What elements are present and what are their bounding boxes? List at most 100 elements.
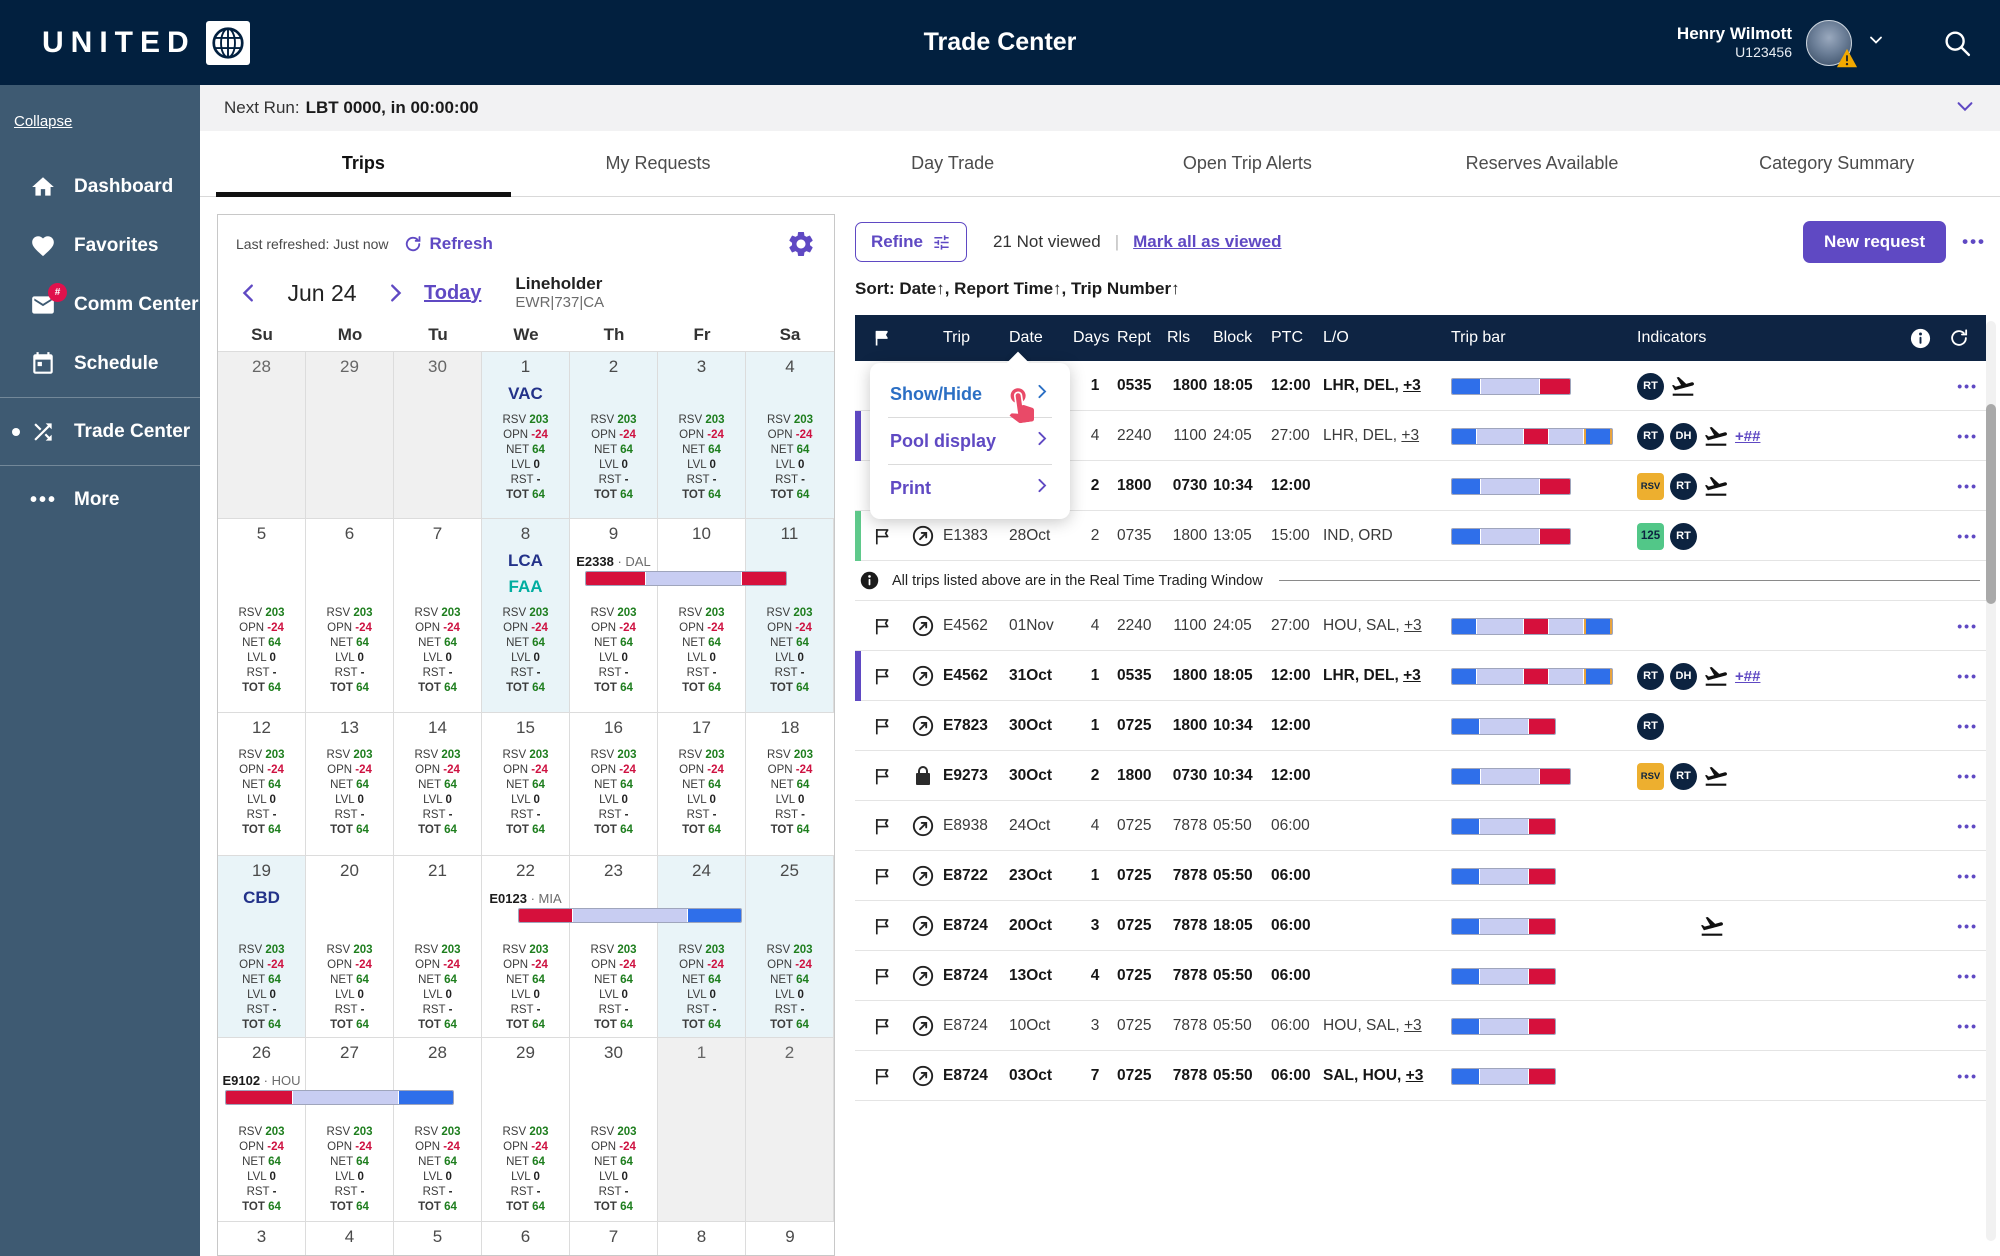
calendar-day-cell[interactable]: 12 RSV 203 OPN -24 NET 64 LVL 0 RST - TOT 64	[218, 713, 306, 855]
sidebar-item-more[interactable]: ••• More	[0, 470, 200, 529]
calendar-day-cell[interactable]: 21 RSV 203 OPN -24 NET 64 LVL 0 RST - TOT 64	[394, 856, 482, 1037]
list-menu-button[interactable]: •••	[1962, 232, 1986, 251]
trip-row-e7823-30oct[interactable]: E7823 30Oct 1 0725 1800 10:34 12:00 RT •••	[855, 701, 1986, 751]
calendar-day-cell[interactable]: 7 RSV 203 OPN -24 NET 64 LVL 0 RST - TOT 64	[394, 519, 482, 712]
sidebar-item-favorites[interactable]: Favorites	[0, 216, 200, 275]
flag-icon[interactable]	[861, 1016, 903, 1037]
flag-icon[interactable]	[861, 816, 903, 837]
sidebar-item-schedule[interactable]: Schedule	[0, 334, 200, 393]
row-menu-button[interactable]: •••	[1957, 968, 1978, 984]
search-icon[interactable]	[1942, 28, 1972, 58]
calendar-day-cell[interactable]: 2 RSV 203 OPN -24 NET 64 LVL 0 RST - TOT 64	[570, 352, 658, 518]
profile-chevron-down-icon[interactable]	[1866, 30, 1886, 55]
calendar-day-cell[interactable]: 18 RSV 203 OPN -24 NET 64 LVL 0 RST - TOT 64	[746, 713, 834, 855]
calendar-day-cell[interactable]: 1	[658, 1038, 746, 1221]
menu-item-pool-display[interactable]: Pool display	[870, 418, 1070, 464]
trip-row-e8724-13oct[interactable]: E8724 13Oct 4 0725 7878 05:50 06:00 •••	[855, 951, 1986, 1001]
layover-more-link[interactable]: +3	[1401, 427, 1420, 444]
info-icon[interactable]	[1833, 327, 1932, 350]
trip-row-e8724-10oct[interactable]: E8724 10Oct 3 0725 7878 05:50 06:00 HOU, SAL, +…	[855, 1001, 1986, 1051]
today-button[interactable]: Today	[424, 281, 482, 304]
calendar-day-cell[interactable]: 3	[218, 1222, 306, 1255]
layover-more-link[interactable]: +3	[1403, 617, 1422, 634]
avatar[interactable]	[1806, 19, 1858, 67]
additional-indicators-link[interactable]: +##	[1735, 427, 1761, 445]
flag-icon[interactable]	[861, 916, 903, 937]
sidebar-item-comm-center[interactable]: # Comm Center	[0, 275, 200, 334]
calendar-day-cell[interactable]: 16 RSV 203 OPN -24 NET 64 LVL 0 RST - TOT 64	[570, 713, 658, 855]
row-menu-button[interactable]: •••	[1957, 718, 1978, 734]
new-request-button[interactable]: New request	[1803, 221, 1947, 263]
trip-row-e4562-01nov[interactable]: E4562 01Nov 4 2240 1100 24:05 27:00 HOU, SAL, +…	[855, 601, 1986, 651]
calendar-day-cell[interactable]: 29 RSV 203 OPN -24 NET 64 LVL 0 RST - TOT 64	[482, 1038, 570, 1221]
next-month-chevron-icon[interactable]	[384, 282, 406, 304]
calendar-day-cell[interactable]: 9	[746, 1222, 834, 1255]
calendar-day-cell[interactable]: 28	[218, 352, 306, 518]
calendar-day-cell[interactable]: 29	[306, 352, 394, 518]
layover-more-link[interactable]: +3	[1405, 1067, 1424, 1084]
trip-row-e8938-24oct[interactable]: E8938 24Oct 4 0725 7878 05:50 06:00 •••	[855, 801, 1986, 851]
calendar-day-cell[interactable]: 5	[394, 1222, 482, 1255]
refresh-button[interactable]: Refresh	[403, 234, 493, 254]
flag-icon[interactable]	[861, 966, 903, 987]
flag-icon[interactable]	[861, 526, 903, 547]
calendar-day-cell[interactable]: 4	[306, 1222, 394, 1255]
calendar-day-cell[interactable]: 25 RSV 203 OPN -24 NET 64 LVL 0 RST - TOT 64	[746, 856, 834, 1037]
calendar-day-cell[interactable]: 17 RSV 203 OPN -24 NET 64 LVL 0 RST - TOT 64	[658, 713, 746, 855]
refine-button[interactable]: Refine	[855, 222, 967, 262]
row-menu-button[interactable]: •••	[1957, 378, 1978, 394]
calendar-day-cell[interactable]: 13 RSV 203 OPN -24 NET 64 LVL 0 RST - TOT 64	[306, 713, 394, 855]
row-menu-button[interactable]: •••	[1957, 618, 1978, 634]
row-menu-button[interactable]: •••	[1957, 528, 1978, 544]
calendar-day-cell[interactable]: 6	[482, 1222, 570, 1255]
layover-more-link[interactable]: +3	[1403, 667, 1421, 684]
sidebar-item-trade-center[interactable]: Trade Center	[0, 402, 200, 461]
row-menu-button[interactable]: •••	[1957, 428, 1978, 444]
calendar-day-cell[interactable]: 22 E0123 · MIA RSV 203 OPN -24 NET 64 LVL 0 RS…	[482, 856, 570, 1037]
tab-my-requests[interactable]: My Requests	[605, 153, 711, 173]
calendar-day-cell[interactable]: 6 RSV 203 OPN -24 NET 64 LVL 0 RST - TOT 64	[306, 519, 394, 712]
calendar-day-cell[interactable]: 27 RSV 203 OPN -24 NET 64 LVL 0 RST - TOT 64	[306, 1038, 394, 1221]
tab-reserves-available[interactable]: Reserves Available	[1465, 153, 1619, 173]
next-run-chevron-down-icon[interactable]	[1954, 95, 1976, 122]
calendar-day-cell[interactable]: 23 RSV 203 OPN -24 NET 64 LVL 0 RST - TOT 64	[570, 856, 658, 1037]
trip-row-e8722-23oct[interactable]: E8722 23Oct 1 0725 7878 05:50 06:00 •••	[855, 851, 1986, 901]
calendar-day-cell[interactable]: 8	[658, 1222, 746, 1255]
menu-item-print[interactable]: Print	[870, 465, 1070, 511]
row-menu-button[interactable]: •••	[1957, 478, 1978, 494]
calendar-day-cell[interactable]: 2	[746, 1038, 834, 1221]
tab-trips[interactable]: Trips	[216, 131, 511, 197]
trip-row-e8724-20oct[interactable]: E8724 20Oct 3 0725 7878 18:05 06:00 •••	[855, 901, 1986, 951]
calendar-day-cell[interactable]: 20 RSV 203 OPN -24 NET 64 LVL 0 RST - TOT 64	[306, 856, 394, 1037]
row-menu-button[interactable]: •••	[1957, 818, 1978, 834]
calendar-day-cell[interactable]: 5 RSV 203 OPN -24 NET 64 LVL 0 RST - TOT 64	[218, 519, 306, 712]
trip-row-e1383-28oct[interactable]: E1383 28Oct 2 0735 1800 13:05 15:00 IND, ORD 125…	[855, 511, 1986, 561]
sidebar-item-dashboard[interactable]: Dashboard	[0, 157, 200, 216]
tab-category-summary[interactable]: Category Summary	[1759, 153, 1915, 173]
calendar-day-cell[interactable]: 4 RSV 203 OPN -24 NET 64 LVL 0 RST - TOT 64	[746, 352, 834, 518]
previous-month-chevron-icon[interactable]	[238, 282, 260, 304]
calendar-day-cell[interactable]: 3 RSV 203 OPN -24 NET 64 LVL 0 RST - TOT 64	[658, 352, 746, 518]
tab-day-trade[interactable]: Day Trade	[911, 153, 995, 173]
calendar-day-cell[interactable]: 30	[394, 352, 482, 518]
calendar-day-cell[interactable]: 10 RSV 203 OPN -24 NET 64 LVL 0 RST - TOT 64	[658, 519, 746, 712]
row-menu-button[interactable]: •••	[1957, 868, 1978, 884]
row-menu-button[interactable]: •••	[1957, 1018, 1978, 1034]
mark-all-viewed-link[interactable]: Mark all as viewed	[1133, 232, 1282, 251]
table-refresh-icon[interactable]	[1932, 327, 1986, 349]
trip-row-e4562-31oct[interactable]: E4562 31Oct 1 0535 1800 18:05 12:00 LHR, DEL, +…	[855, 651, 1986, 701]
flag-icon[interactable]	[861, 716, 903, 737]
row-menu-button[interactable]: •••	[1957, 668, 1978, 684]
flag-icon[interactable]	[861, 766, 903, 787]
scrollbar-thumb[interactable]	[1986, 404, 1996, 604]
flag-icon[interactable]	[861, 866, 903, 887]
trip-row-e8724-03oct[interactable]: E8724 03Oct 7 0725 7878 05:50 06:00 SAL, HOU, +…	[855, 1051, 1986, 1101]
flag-icon[interactable]	[861, 1066, 903, 1087]
calendar-day-cell[interactable]: 24 RSV 203 OPN -24 NET 64 LVL 0 RST - TOT 64	[658, 856, 746, 1037]
row-menu-button[interactable]: •••	[1957, 1068, 1978, 1084]
layover-more-link[interactable]: +3	[1403, 377, 1421, 394]
row-menu-button[interactable]: •••	[1957, 918, 1978, 934]
flag-icon[interactable]	[861, 666, 903, 687]
additional-indicators-link[interactable]: +##	[1735, 667, 1761, 685]
